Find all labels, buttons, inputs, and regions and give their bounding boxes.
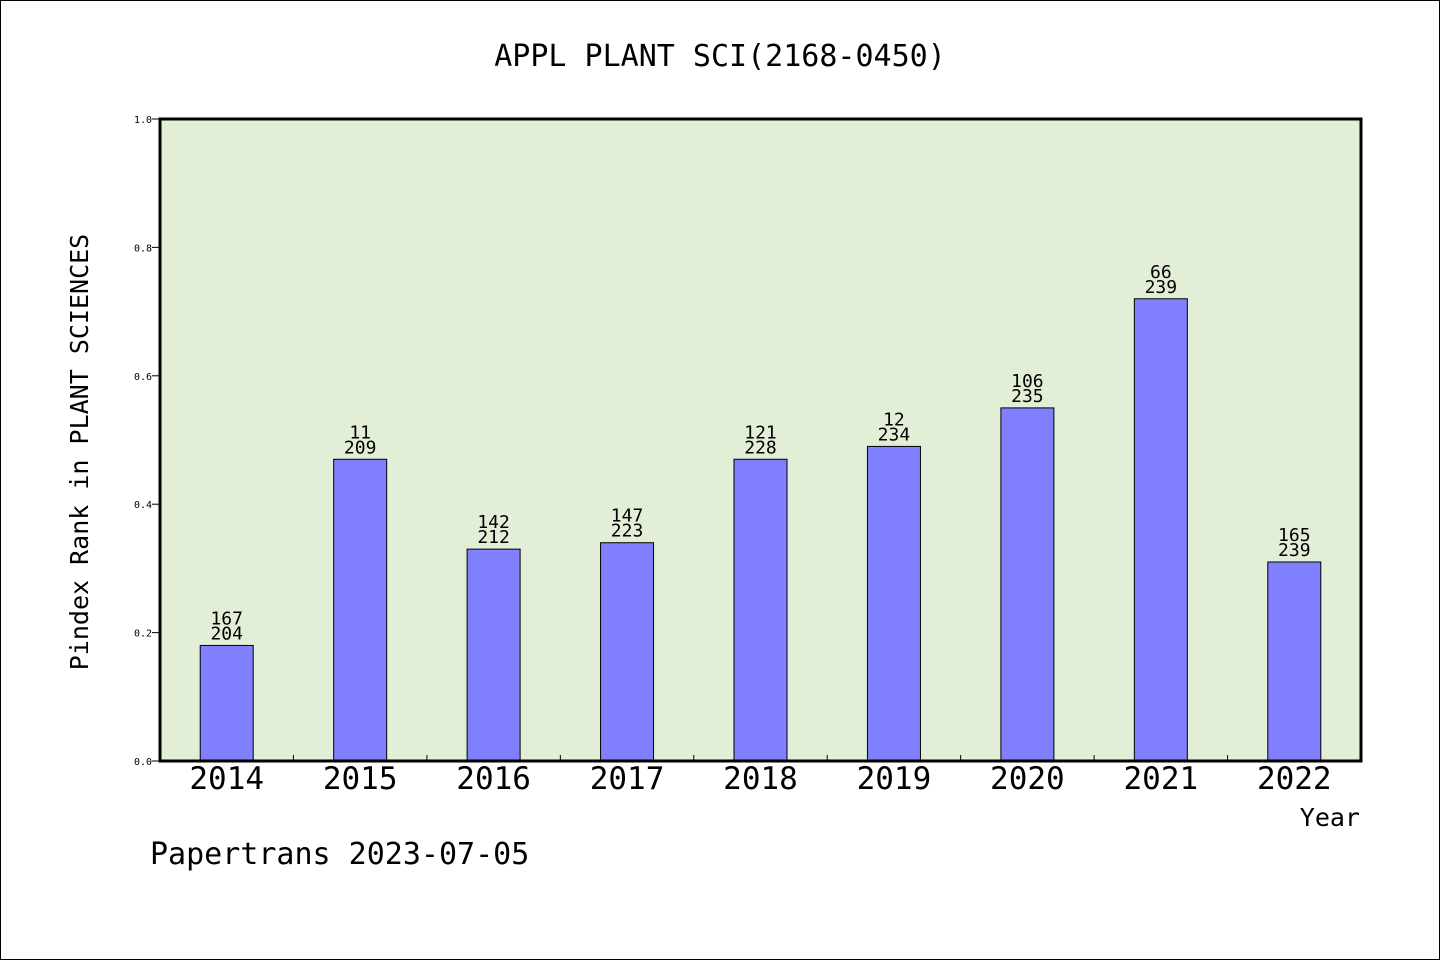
bar-total-label: 239	[1278, 540, 1311, 561]
bar-total-label: 228	[744, 437, 777, 458]
bar-total-label: 204	[210, 623, 243, 644]
y-tick-label: 0.0	[134, 757, 152, 768]
y-axis-ticks: 0.0 0.2 0.4 0.6 0.8 1.0	[134, 115, 160, 768]
footer-text: Papertrans 2023-07-05	[150, 837, 529, 872]
bar-rank-label: 142	[477, 512, 510, 533]
bar-total-label: 239	[1145, 277, 1178, 298]
bar	[866, 445, 921, 762]
bar-rank-label: 11	[349, 422, 371, 443]
bar	[1267, 561, 1322, 762]
bar	[199, 644, 254, 762]
bar-total-label: 234	[878, 424, 911, 445]
x-tick-label: 2022	[1257, 761, 1332, 797]
x-axis-label: Year	[1300, 803, 1360, 832]
bar	[1133, 298, 1188, 762]
bar-total-label: 209	[344, 437, 377, 458]
x-tick-label: 2016	[456, 761, 531, 797]
x-tick-label: 2020	[990, 761, 1065, 797]
bar-rank-label: 106	[1011, 371, 1044, 392]
x-tick-label: 2018	[723, 761, 798, 797]
bar	[733, 458, 788, 762]
y-tick-label: 0.6	[134, 372, 152, 383]
x-tick-label: 2021	[1124, 761, 1199, 797]
x-axis-ticks: 2014 2015 2016 2017 2018 2019 2020 2021 2022	[189, 755, 1332, 797]
bar	[333, 458, 388, 762]
y-tick-label: 0.2	[134, 629, 152, 640]
bar	[1000, 407, 1055, 762]
bar	[600, 542, 655, 762]
y-axis-label: Pindex Rank in PLANT SCIENCES	[65, 234, 94, 671]
bar-rank-label: 121	[744, 422, 777, 443]
bar-rank-label: 165	[1278, 525, 1311, 546]
bar-total-label: 235	[1011, 386, 1044, 407]
x-tick-label: 2014	[189, 761, 264, 797]
y-tick-label: 0.8	[134, 243, 152, 254]
y-tick-label: 0.4	[134, 500, 152, 511]
bar-rank-label: 167	[210, 608, 243, 629]
bar-rank-label: 66	[1150, 262, 1172, 283]
bar-rank-label: 147	[611, 506, 644, 527]
bar-rank-label: 12	[883, 409, 905, 430]
bar	[466, 548, 521, 762]
bar-total-label: 212	[477, 527, 510, 548]
x-tick-label: 2019	[857, 761, 932, 797]
x-tick-label: 2017	[590, 761, 665, 797]
plot-border	[158, 117, 1363, 763]
x-tick-label: 2015	[323, 761, 398, 797]
bar-total-label: 223	[611, 521, 644, 542]
chart-title: APPL PLANT SCI(2168-0450)	[494, 39, 946, 74]
y-tick-label: 1.0	[134, 115, 152, 126]
